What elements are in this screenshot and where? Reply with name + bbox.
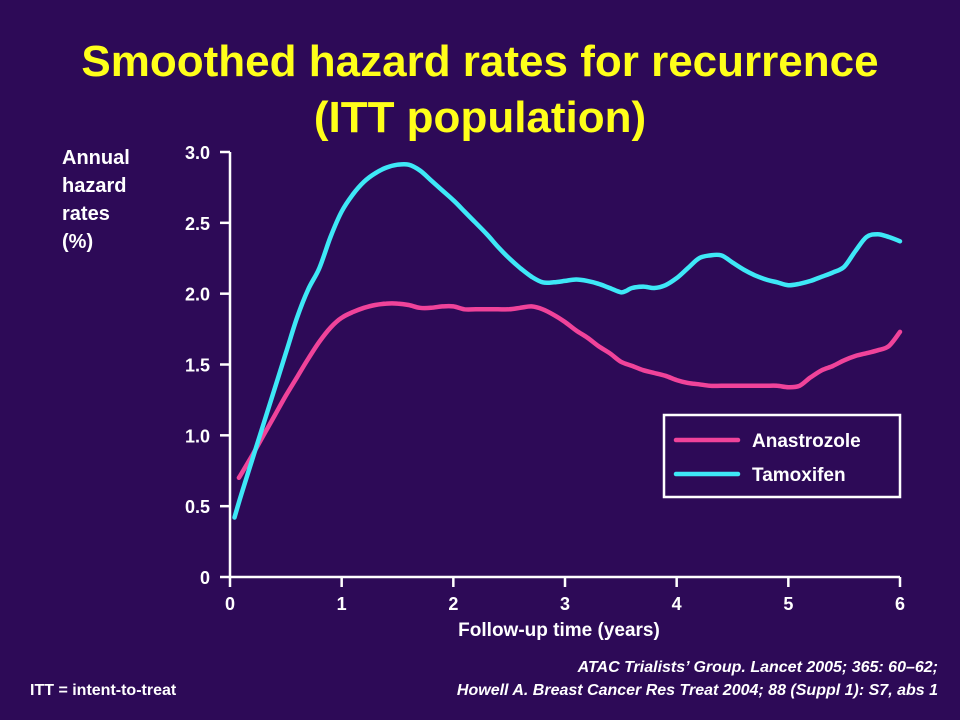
legend-label-tamoxifen: Tamoxifen [752, 465, 846, 486]
series-line-tamoxifen [232, 161, 903, 520]
x-tick-label: 3 [560, 594, 570, 614]
x-tick-label: 4 [672, 594, 682, 614]
citation-line-1: ATAC Trialists’ Group. Lancet 2005; 365:… [577, 659, 938, 676]
x-tick-label: 1 [337, 594, 347, 614]
y-tick-label: 2.0 [185, 285, 210, 305]
y-axis-label: Annual hazard rates (%) [62, 147, 130, 253]
axes: 0 0.5 1.0 1.5 2.0 2.5 3.0 0 1 2 3 4 5 6 Follow-up time… [185, 143, 905, 641]
series-line-anastrozole [236, 301, 903, 481]
x-tick-label: 2 [448, 594, 458, 614]
series-lines [232, 161, 903, 520]
x-tick-label: 6 [895, 594, 905, 614]
chart-title-line-2: (ITT population) [313, 93, 647, 142]
legend: Anastrozole Tamoxifen [662, 413, 902, 499]
y-tick-label: 0.5 [185, 497, 210, 517]
legend-box [662, 413, 902, 499]
y-tick-label: 2.5 [185, 214, 210, 234]
y-tick-label: 1.0 [185, 426, 210, 446]
x-tick-label: 5 [783, 594, 793, 614]
y-tick-label: 0 [200, 568, 210, 588]
x-tick-label: 0 [225, 594, 235, 614]
y-tick-label: 1.5 [185, 356, 210, 376]
legend-label-anastrozole: Anastrozole [752, 431, 861, 452]
citation-line-2: Howell A. Breast Cancer Res Treat 2004; … [456, 682, 938, 699]
y-tick-label: 3.0 [185, 143, 210, 163]
chart-title-line-1: Smoothed hazard rates for recurrence [81, 37, 879, 86]
x-axis-label: Follow-up time (years) [458, 620, 660, 641]
itt-footnote: ITT = intent-to-treat [30, 682, 177, 699]
